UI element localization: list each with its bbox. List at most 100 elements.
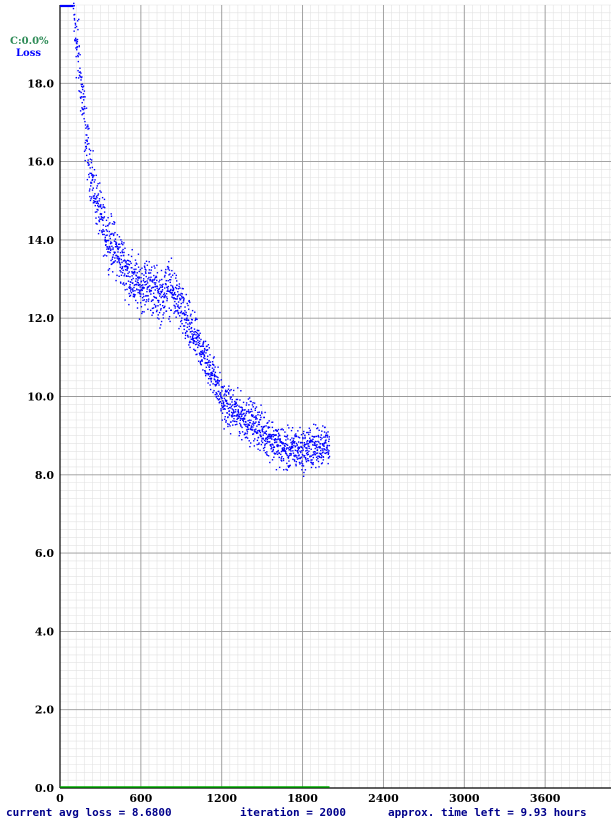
loss-point [161,286,163,288]
loss-point [168,318,170,320]
loss-point [145,272,147,275]
loss-point [280,441,283,443]
loss-point [304,454,306,457]
loss-point [318,429,320,431]
y-tick-label: 6.0 [35,547,54,560]
loss-point [308,427,311,429]
loss-point [301,465,303,467]
loss-point [170,257,173,259]
loss-point [183,299,185,301]
loss-point [277,432,280,434]
loss-point [158,299,160,302]
loss-point [197,341,199,344]
loss-point [288,465,291,467]
loss-point [266,437,268,439]
loss-point [86,126,88,128]
loss-point [138,291,141,293]
loss-point [194,349,197,352]
loss-point [179,297,181,300]
loss-point [153,274,155,277]
loss-point [254,416,256,418]
loss-point [301,469,303,471]
loss-point [312,441,314,443]
loss-point [224,389,227,392]
loss-point [223,405,225,408]
loss-point [89,158,92,160]
loss-point [287,424,289,426]
loss-point [276,444,278,446]
loss-point [235,401,237,404]
loss-point [229,390,231,392]
loss-point [99,206,102,208]
loss-point [172,287,175,290]
loss-point [173,304,175,307]
loss-point [93,195,95,197]
loss-point [78,90,80,92]
loss-point [141,296,144,299]
loss-point [258,429,260,432]
loss-point [141,272,143,275]
loss-point [126,259,129,262]
loss-point [297,452,299,454]
loss-point [104,239,107,242]
loss-point [74,39,76,42]
loss-point [271,450,273,453]
loss-point [127,275,129,277]
loss-point [208,366,211,368]
loss-point [94,193,96,195]
loss-point [206,349,209,351]
loss-point [75,55,77,58]
loss-point [206,358,208,361]
y-tick-label: 14.0 [27,234,54,247]
loss-point [234,424,237,426]
loss-point [151,266,153,268]
loss-point [186,330,188,333]
loss-point [143,311,145,313]
loss-point [207,374,209,376]
loss-point [116,245,118,247]
loss-point [271,447,273,449]
loss-point [284,445,286,447]
loss-point [104,254,106,256]
loss-point [191,333,193,335]
loss-point [85,139,87,142]
loss-point [129,260,131,263]
loss-point [131,271,133,273]
y-tick-label: 18.0 [27,77,54,90]
loss-point [267,435,269,437]
loss-point [179,287,181,289]
loss-point [192,337,194,340]
loss-point [250,408,253,410]
loss-point [141,286,144,289]
loss-point [231,413,234,415]
loss-point [285,443,288,446]
loss-point [136,302,139,304]
loss-point [105,241,107,243]
loss-point [226,412,228,414]
loss-point [278,452,281,454]
loss-point [276,441,278,443]
loss-point [246,432,248,435]
status-time-left: approx. time left = 9.93 hours [388,806,587,819]
loss-point [141,312,143,315]
loss-point [116,234,119,236]
loss-point [317,436,320,438]
loss-point [245,423,247,426]
loss-point [193,348,195,351]
loss-point [136,307,139,309]
loss-point [131,275,133,277]
loss-point [196,353,198,355]
loss-point [154,276,157,279]
loss-point [184,334,187,337]
loss-point [134,283,137,286]
loss-point [183,325,186,327]
loss-point [89,167,91,169]
loss-point [266,454,268,456]
y-tick-label: 4.0 [35,625,54,638]
loss-point [105,243,107,246]
loss-point [232,420,234,422]
loss-point [143,274,145,276]
loss-point [251,415,254,418]
loss-point [319,436,322,439]
loss-point [169,279,172,281]
